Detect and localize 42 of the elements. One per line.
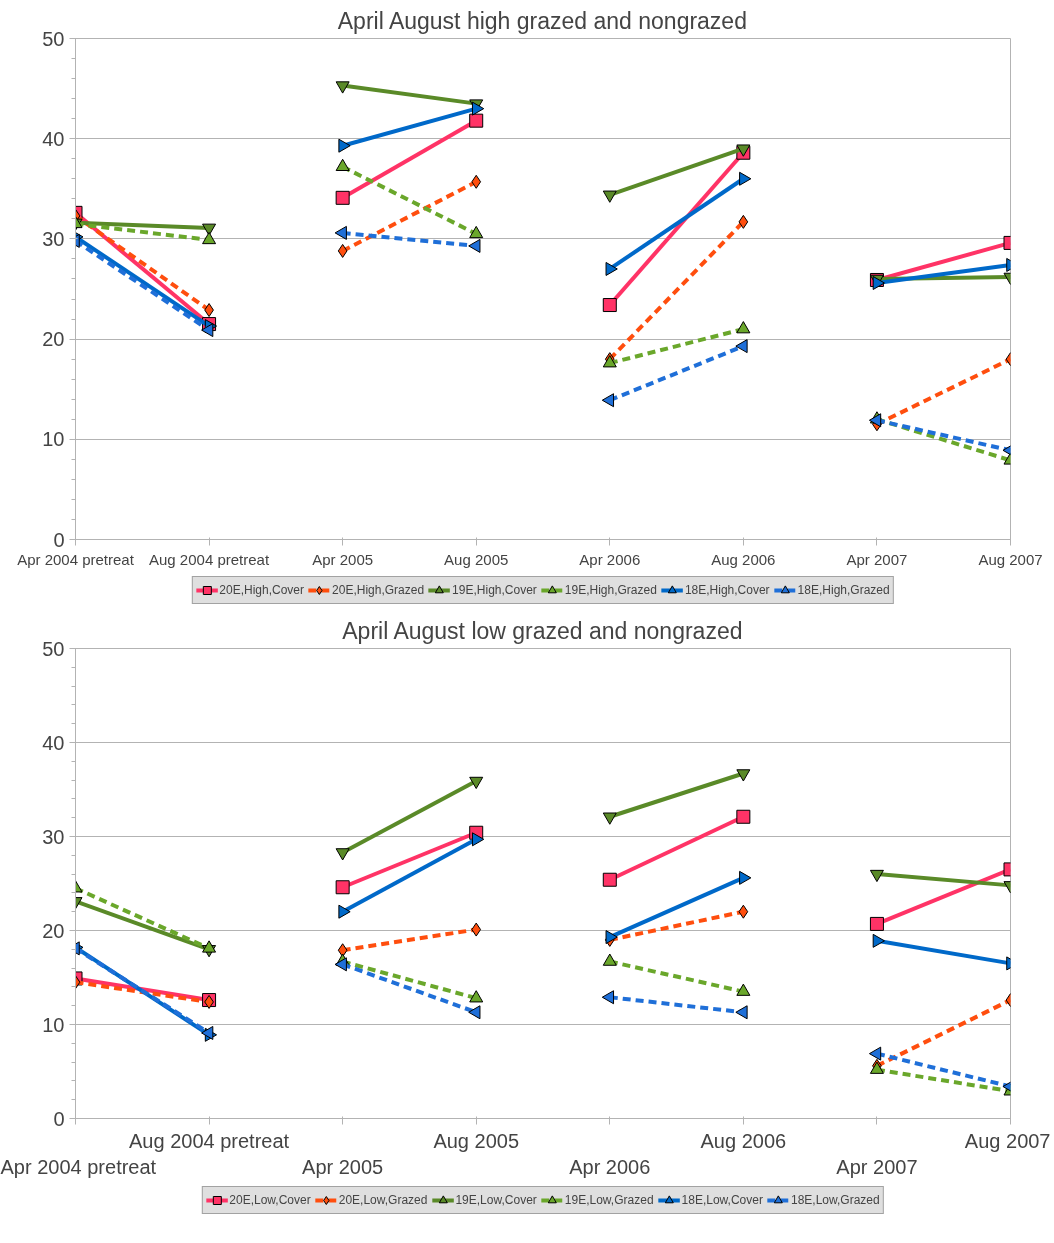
x-tick-label: Aug 2005 (433, 1129, 520, 1152)
legend-label: 19E,Low,Grazed (564, 1193, 654, 1207)
x-tick-label: Apr 2007 (846, 550, 908, 568)
x-tick-label: Aug 2004 pretreat (129, 1129, 290, 1152)
y-tick-label: 50 (42, 637, 65, 660)
x-tick-label: Apr 2005 (312, 550, 374, 568)
y-tick-label: 50 (42, 27, 65, 50)
legend-label: 19E,High,Cover (452, 583, 537, 597)
x-tick-label: Aug 2005 (444, 550, 509, 568)
x-tick-label: Aug 2006 (700, 1129, 787, 1152)
y-tick-label: 20 (42, 919, 65, 942)
legend-label: 18E,Low,Grazed (790, 1193, 880, 1207)
x-tick-label: Aug 2006 (711, 550, 776, 568)
y-tick-label: 40 (42, 731, 65, 754)
legend-label: 20E,High,Grazed (332, 583, 425, 597)
x-tick-label: Aug 2007 (964, 1129, 1051, 1152)
y-tick-label: 0 (53, 1107, 65, 1130)
x-tick-label: Apr 2006 (579, 550, 641, 568)
legend-label: 18E,High,Grazed (797, 583, 890, 597)
legend-label: 20E,High,Cover (219, 583, 305, 597)
y-tick-label: 20 (42, 328, 65, 351)
legend-label: 18E,High,Cover (684, 583, 770, 597)
x-tick-label: Aug 2004 pretreat (149, 550, 270, 568)
legend-label: 20E,Low,Grazed (338, 1193, 428, 1207)
x-tick-label: Apr 2004 pretreat (17, 550, 135, 568)
x-tick-label: Aug 2007 (978, 550, 1043, 568)
chart-title: April August low grazed and nongrazed (342, 617, 743, 644)
y-tick-label: 10 (42, 1013, 65, 1036)
legend-label: 20E,Low,Cover (229, 1193, 311, 1207)
chart-title: April August high grazed and nongrazed (337, 7, 747, 34)
x-tick-label: Apr 2005 (302, 1155, 384, 1178)
y-tick-label: 0 (53, 528, 65, 551)
legend-label: 19E,Low,Cover (455, 1193, 537, 1207)
legend-label: 18E,Low,Cover (681, 1193, 763, 1207)
x-tick-label: Apr 2007 (836, 1155, 918, 1178)
y-tick-label: 30 (42, 825, 65, 848)
x-tick-label: Apr 2004 pretreat (0, 1155, 157, 1178)
y-tick-label: 10 (42, 428, 65, 451)
y-tick-label: 30 (42, 227, 65, 250)
y-tick-label: 40 (42, 127, 65, 150)
x-tick-label: Apr 2006 (569, 1155, 651, 1178)
legend-label: 19E,High,Grazed (564, 583, 657, 597)
